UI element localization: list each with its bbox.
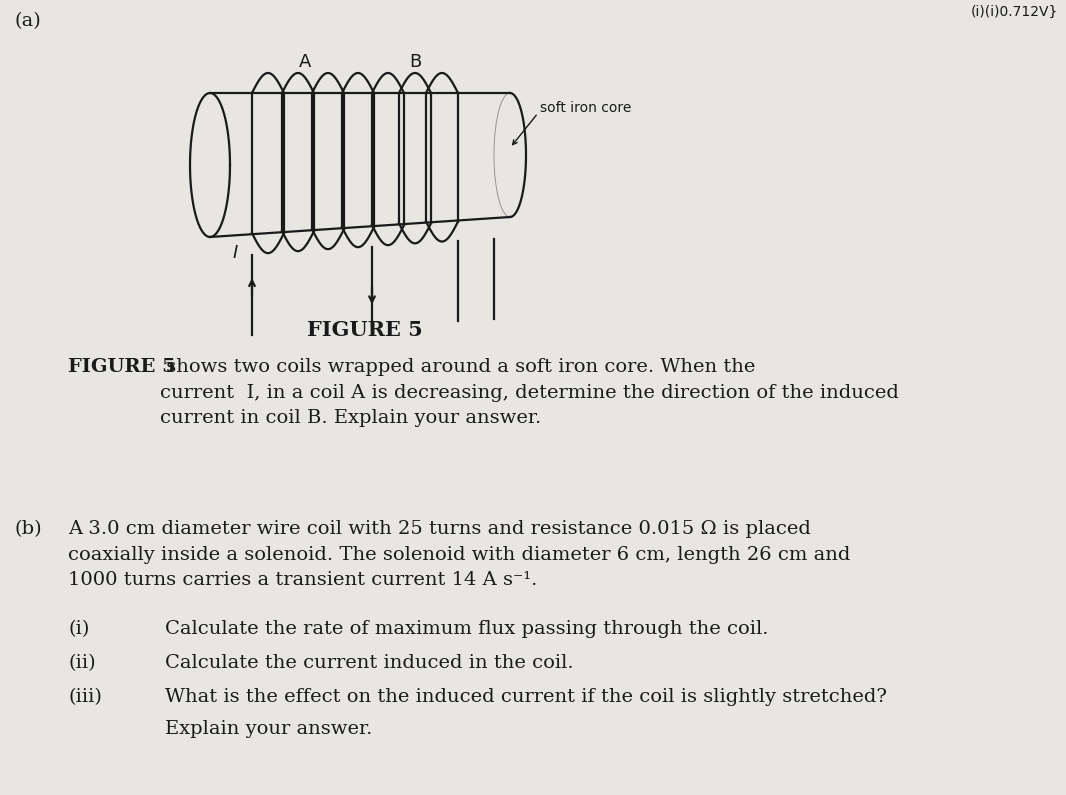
- Text: Explain your answer.: Explain your answer.: [165, 720, 372, 738]
- Text: A 3.0 cm diameter wire coil with 25 turns and resistance 0.015 Ω is placed
coaxi: A 3.0 cm diameter wire coil with 25 turn…: [68, 520, 851, 589]
- Text: What is the effect on the induced current if the coil is slightly stretched?: What is the effect on the induced curren…: [165, 688, 887, 706]
- Text: shows two coils wrapped around a soft iron core. When the
current  I, in a coil : shows two coils wrapped around a soft ir…: [160, 358, 899, 428]
- Text: FIGURE 5: FIGURE 5: [307, 320, 423, 340]
- Text: Calculate the rate of maximum flux passing through the coil.: Calculate the rate of maximum flux passi…: [165, 620, 769, 638]
- Text: I: I: [232, 244, 238, 262]
- Text: A: A: [298, 53, 311, 71]
- Text: (i)(i)0.712V}: (i)(i)0.712V}: [971, 5, 1057, 19]
- Text: B: B: [409, 53, 421, 71]
- Text: (ii): (ii): [68, 654, 96, 672]
- Text: (a): (a): [15, 12, 42, 30]
- Text: (b): (b): [15, 520, 43, 538]
- Text: (i): (i): [68, 620, 90, 638]
- Text: soft iron core: soft iron core: [540, 101, 631, 115]
- Text: (iii): (iii): [68, 688, 102, 706]
- Text: Calculate the current induced in the coil.: Calculate the current induced in the coi…: [165, 654, 574, 672]
- Text: FIGURE 5: FIGURE 5: [68, 358, 176, 376]
